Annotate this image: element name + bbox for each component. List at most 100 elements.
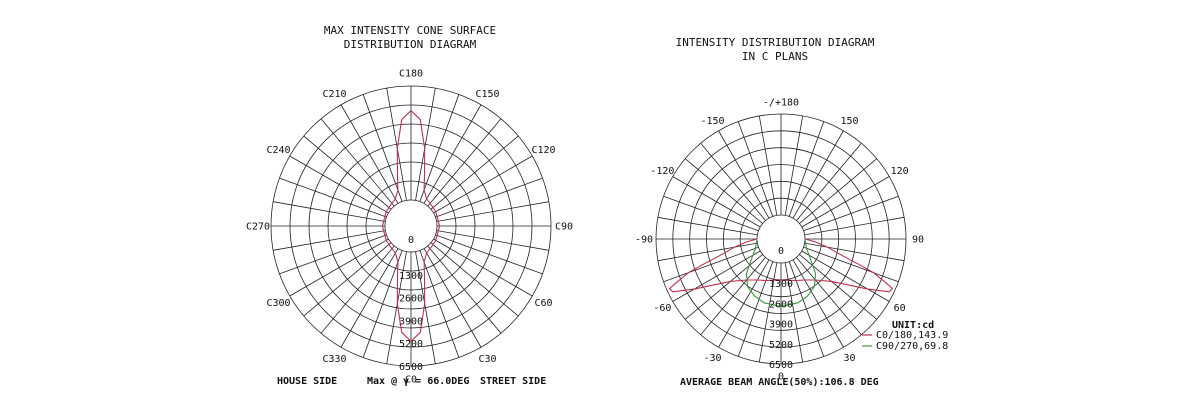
right-angle-labels: 0 30 60 90 120 150 -/+180 -150 -120 -90 -60 -30 — [635, 98, 924, 383]
left-grid-spoke — [435, 234, 543, 275]
right-grid-spoke — [788, 121, 825, 217]
left-grid-spoke — [320, 118, 395, 207]
left-grid-spoke — [320, 245, 395, 334]
left-radial-ticks: 0 1300 2600 3900 5200 6500 — [399, 235, 423, 373]
right-radial-tick-label: 2600 — [769, 299, 793, 310]
right-grid-spoke — [663, 195, 759, 232]
right-radial-tick-label: 1300 — [769, 279, 793, 290]
right-grid-spoke — [799, 158, 878, 224]
right-radial-tick-label: 3900 — [769, 320, 793, 331]
left-grid-spoke — [427, 118, 502, 207]
right-grid-spoke — [737, 261, 774, 357]
right-angle-label: 0 — [778, 372, 784, 383]
right-angle-label: 120 — [891, 166, 909, 177]
left-grid-spoke — [289, 155, 389, 214]
left-radial-tick-label: 6500 — [399, 362, 423, 373]
right-grid-spoke — [718, 259, 770, 348]
right-grid-spoke — [684, 158, 763, 224]
left-grid-spoke — [435, 177, 543, 218]
left-grid-spoke — [436, 230, 549, 251]
left-grid-spoke — [289, 238, 389, 297]
right-angle-label: 150 — [840, 116, 858, 127]
right-grid-spoke — [700, 257, 766, 336]
right-grid-spoke — [657, 242, 758, 262]
average-beam-angle-label: AVERAGE BEAM ANGLE(50%):106.8 DEG — [680, 377, 879, 388]
right-chart-title-line-2: IN C PLANS — [742, 50, 808, 63]
left-angle-label: C240 — [266, 145, 290, 156]
right-chart-title-line-1: INTENSITY DISTRIBUTION DIAGRAM — [676, 36, 875, 49]
left-angle-labels: C0 C30 C60 C90 C120 C150 C180 C210 C240 C270 C300 C… — [246, 69, 573, 386]
right-angle-label: 30 — [843, 353, 855, 364]
right-grid-spoke — [801, 176, 890, 228]
right-angle-label: -/+180 — [763, 98, 799, 109]
left-grid-spoke — [430, 242, 519, 317]
left-grid-spoke — [386, 88, 407, 201]
right-radial-tick-label: 0 — [778, 246, 784, 257]
left-grid-spoke — [362, 94, 403, 202]
left-grid-spoke — [303, 135, 392, 210]
left-angle-label: C180 — [399, 69, 423, 80]
right-angle-label: -120 — [650, 166, 674, 177]
left-angle-label: C90 — [555, 222, 573, 233]
left-grid-spoke — [433, 155, 533, 214]
left-polar-grid — [270, 85, 552, 367]
left-series-curve-0 — [381, 109, 441, 342]
right-grid-spoke — [792, 259, 844, 348]
right-grid-spoke — [663, 246, 759, 283]
left-chart-title-line-2: DISTRIBUTION DIAGRAM — [344, 38, 477, 51]
right-grid-spoke — [672, 250, 761, 302]
left-grid-spoke — [273, 230, 386, 251]
right-grid-spoke — [784, 115, 804, 216]
right-grid-spoke — [788, 261, 825, 357]
right-grid-spoke — [758, 262, 778, 363]
left-grid-spoke — [436, 201, 549, 222]
cone-surface-chart: MAX INTENSITY CONE SURFACE DISTRIBUTION … — [246, 24, 573, 387]
left-angle-label: C210 — [322, 89, 346, 100]
left-grid-spoke — [279, 234, 387, 275]
right-grid-spoke — [792, 130, 844, 219]
left-series-layer — [381, 109, 441, 342]
right-grid-spoke — [758, 115, 778, 216]
right-angle-label: -150 — [700, 116, 724, 127]
right-angle-label: 60 — [894, 303, 906, 314]
left-grid-spoke — [273, 201, 386, 222]
street-side-label: STREET SIDE — [480, 376, 546, 387]
left-grid-spoke — [415, 251, 436, 364]
left-grid-spoke — [433, 238, 533, 297]
left-angle-label: C150 — [475, 89, 499, 100]
right-radial-tick-label: 5200 — [769, 340, 793, 351]
left-radial-tick-label: 5200 — [399, 339, 423, 350]
right-grid-spoke — [737, 121, 774, 217]
left-grid-spoke — [279, 177, 387, 218]
left-grid-spoke — [340, 104, 399, 204]
left-angle-label: C120 — [531, 145, 555, 156]
left-angle-label: C330 — [322, 354, 346, 365]
right-angle-label: -30 — [703, 353, 721, 364]
right-series-layer — [668, 238, 894, 308]
left-grid-spoke — [386, 251, 407, 364]
house-side-label: HOUSE SIDE — [277, 376, 337, 387]
max-gamma-label: Max @ γ = 66.0DEG — [367, 376, 469, 387]
left-grid-spoke — [415, 88, 436, 201]
left-angle-label: C60 — [534, 298, 552, 309]
left-radial-tick-label: 1300 — [399, 271, 423, 282]
left-grid-spoke — [362, 250, 403, 358]
left-radial-tick-label: 0 — [408, 235, 414, 246]
intensity-distribution-chart: INTENSITY DISTRIBUTION DIAGRAM IN C PLAN… — [635, 36, 948, 388]
right-grid-spoke — [657, 216, 758, 236]
right-angle-label: -60 — [653, 303, 671, 314]
left-grid-spoke — [423, 104, 482, 204]
left-grid-spoke — [423, 248, 482, 348]
left-grid-spoke — [303, 242, 392, 317]
right-grid-spoke — [803, 195, 899, 232]
right-radial-ticks: 0 1300 2600 3900 5200 6500 — [769, 246, 793, 371]
right-grid-spoke — [804, 216, 905, 236]
right-grid-spoke — [804, 242, 905, 262]
unit-label: UNIT:cd — [892, 320, 934, 331]
left-radial-tick-label: 2600 — [399, 294, 423, 305]
right-grid-spoke — [803, 246, 899, 283]
left-grid-spoke — [419, 250, 460, 358]
legend-entry: C0/180,143.9 — [876, 330, 948, 341]
